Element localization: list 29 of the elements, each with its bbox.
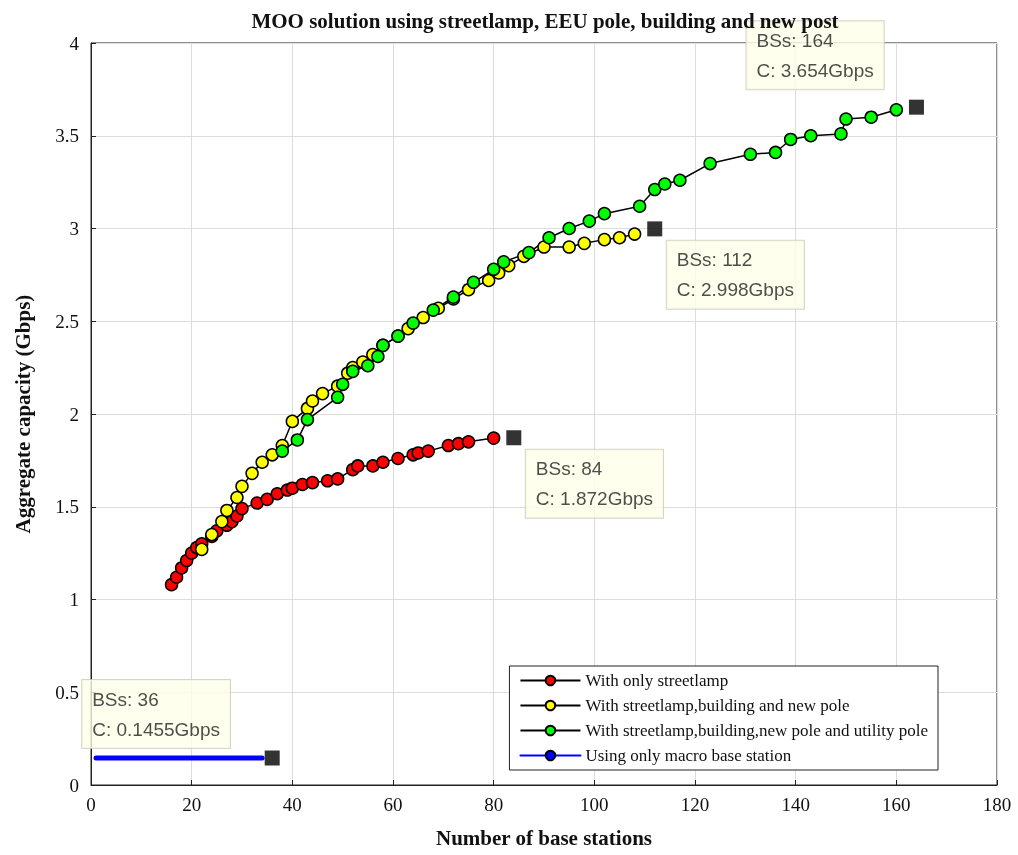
legend-label: With only streetlamp	[585, 671, 729, 690]
x-tick-label: 0	[86, 794, 96, 815]
x-tick-label: 160	[882, 794, 911, 815]
legend-label: With streetlamp,building and new pole	[585, 696, 850, 715]
x-tick-label: 140	[781, 794, 810, 815]
x-tick-label: 20	[182, 794, 202, 815]
y-tick-label: 3	[69, 218, 79, 239]
x-tick-label: 180	[982, 794, 1012, 815]
x-tick-label: 40	[282, 794, 302, 815]
x-tick-label: 80	[484, 794, 504, 815]
y-tick-label: 1.5	[55, 496, 79, 518]
y-tick-label: 0	[69, 774, 79, 796]
y-tick-label: 4	[69, 32, 80, 54]
annotation: BSs: 36 C: 0.1455Gbps	[92, 688, 221, 740]
y-axis-title: Aggregate capacity (Gbps)	[10, 294, 35, 534]
chart-title: MOO solution using streetlamp, EEU pole, building and new post	[251, 8, 839, 33]
annotation: BSs: 84 C: 1.872Gbps	[535, 458, 654, 510]
y-tick-label: 0.5	[55, 681, 79, 703]
legend-label: With streetlamp,building,new pole and utility pole	[585, 721, 929, 740]
x-tick-label: 120	[680, 794, 710, 815]
legend-label: Using only macro base station	[585, 746, 792, 765]
x-tick-label: 60	[383, 794, 403, 815]
y-tick-label: 3.5	[55, 125, 79, 147]
y-tick-label: 2	[69, 403, 79, 425]
x-axis-title: Number of base stations	[435, 825, 653, 850]
y-tick-label: 2.5	[55, 310, 79, 332]
annotation: BSs: 112 C: 2.998Gbps	[676, 249, 794, 301]
x-tick-label: 100	[580, 794, 609, 815]
y-tick-label: 1	[69, 589, 79, 610]
